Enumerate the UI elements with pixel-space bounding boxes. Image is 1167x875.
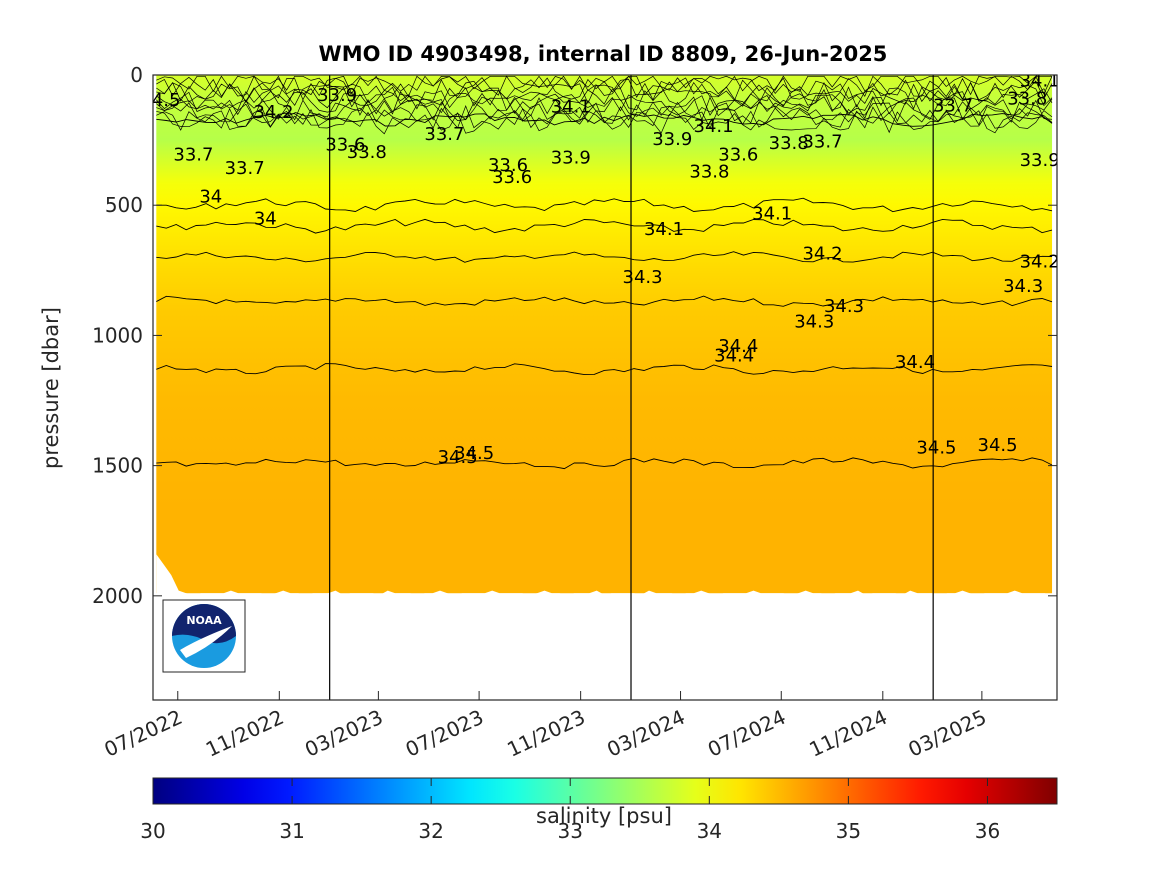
contour-label: 34.3 bbox=[623, 267, 663, 288]
contour-label: 34.1 bbox=[644, 219, 684, 240]
contour-label: 34.1 bbox=[1020, 71, 1060, 92]
contour-label: 34.5 bbox=[140, 90, 180, 111]
salinity-field bbox=[156, 75, 1053, 594]
x-tick-label: 03/2024 bbox=[603, 705, 688, 762]
contour-label: 34.3 bbox=[794, 311, 834, 332]
x-tick-label: 07/2023 bbox=[402, 705, 487, 762]
contour-label: 33.9 bbox=[551, 147, 591, 168]
contour-label: 34 bbox=[254, 209, 277, 230]
x-tick-label: 11/2022 bbox=[202, 705, 287, 762]
x-tick-label: 03/2023 bbox=[301, 705, 386, 762]
contour-label: 34.2 bbox=[1020, 252, 1060, 273]
contour-label: 33.6 bbox=[718, 145, 758, 166]
contour-line bbox=[156, 295, 1053, 307]
x-axis: 07/2022 11/2022 03/2023 07/2023 11/2023 03/20… bbox=[100, 691, 990, 762]
x-tick-label: 11/2024 bbox=[805, 705, 890, 762]
contour-label: 34.1 bbox=[551, 97, 591, 118]
colorbar-tick-label: 31 bbox=[279, 819, 304, 843]
colorbar-tick-label: 33 bbox=[558, 819, 583, 843]
contour-label: 33.6 bbox=[325, 134, 365, 155]
noaa-logo-text: NOAA bbox=[186, 614, 222, 627]
contour-label: 34.1 bbox=[752, 203, 792, 224]
year-boundary-lines bbox=[329, 75, 934, 700]
contour-label: 33.6 bbox=[488, 155, 528, 176]
contour-line bbox=[156, 86, 1053, 111]
colorbar-tick-label: 32 bbox=[418, 819, 443, 843]
profile-bottom-edge bbox=[156, 551, 1053, 700]
contour-label: 34.5 bbox=[438, 447, 478, 468]
contour-line bbox=[156, 81, 1053, 107]
contour-label: 33.9 bbox=[652, 129, 692, 150]
contour-label: 34.2 bbox=[802, 244, 842, 265]
contour-label: 33.8 bbox=[1007, 89, 1047, 110]
contour-label: 34.4 bbox=[714, 345, 754, 366]
contour-line bbox=[156, 112, 1053, 127]
contour-label: 33.7 bbox=[802, 132, 842, 153]
contour-line bbox=[156, 197, 1053, 213]
contour-labels: 34.534.233.933.733.733.633.833.7343433.6… bbox=[140, 71, 1060, 468]
colorbar-tick-label: 34 bbox=[697, 819, 722, 843]
contour-label: 33.6 bbox=[492, 167, 532, 188]
contour-line bbox=[156, 110, 1053, 135]
contour-label: 33.7 bbox=[173, 145, 213, 166]
contour-label: 33.8 bbox=[769, 133, 809, 154]
contour-line bbox=[156, 96, 1053, 121]
contour-label: 34 bbox=[199, 186, 222, 207]
x-tick-label: 11/2023 bbox=[503, 705, 588, 762]
contour-label: 33.9 bbox=[1020, 150, 1060, 171]
contour-line bbox=[156, 75, 1053, 98]
x-tick-label: 07/2024 bbox=[704, 705, 789, 762]
contour-line bbox=[156, 77, 1053, 102]
contour-line bbox=[156, 457, 1053, 470]
colorbar-tick-label: 36 bbox=[975, 819, 1000, 843]
contour-label: 33.7 bbox=[933, 95, 973, 116]
contour-label: 34.1 bbox=[694, 116, 734, 137]
contour-label: 34.3 bbox=[824, 296, 864, 317]
contour-lines bbox=[156, 75, 1053, 470]
colorbar-label: salinity [psu] bbox=[536, 804, 672, 828]
y-axis: 0 500 1000 1500 2000 bbox=[92, 63, 1057, 608]
contour-label: 34.4 bbox=[895, 352, 935, 373]
x-tick-label: 03/2025 bbox=[905, 705, 990, 762]
contour-line bbox=[156, 105, 1053, 130]
contour-label: 33.7 bbox=[424, 124, 464, 145]
y-tick-label: 1500 bbox=[92, 454, 143, 478]
contour-line bbox=[156, 251, 1053, 263]
colorbar-ticks: 30 31 32 33 34 35 36 bbox=[140, 778, 1000, 843]
contour-line bbox=[156, 91, 1053, 116]
noaa-logo: NOAA bbox=[162, 599, 246, 673]
contour-label: 34.5 bbox=[916, 438, 956, 459]
colorbar bbox=[152, 777, 1058, 805]
contour-label: 33.9 bbox=[317, 85, 357, 106]
y-tick-label: 0 bbox=[130, 63, 143, 87]
contour-line bbox=[156, 363, 1053, 376]
contour-label: 33.7 bbox=[225, 158, 265, 179]
colorbar-tick-label: 35 bbox=[836, 819, 861, 843]
plot-frame bbox=[152, 74, 1058, 701]
contour-label: 34.3 bbox=[1003, 276, 1043, 297]
x-tick-label: 07/2022 bbox=[100, 705, 185, 762]
contour-label: 34.4 bbox=[718, 336, 758, 357]
y-tick-label: 1000 bbox=[92, 323, 143, 347]
plot-area: 34.534.233.933.733.733.633.833.7343433.6… bbox=[140, 71, 1060, 700]
contour-label: 34.5 bbox=[978, 435, 1018, 456]
contour-label: 34.5 bbox=[454, 443, 494, 464]
contour-label: 33.8 bbox=[347, 142, 387, 163]
contour-label: 33.8 bbox=[689, 162, 729, 183]
colorbar-tick-label: 30 bbox=[140, 819, 165, 843]
chart-title: WMO ID 4903498, internal ID 8809, 26-Jun… bbox=[319, 42, 888, 66]
y-tick-label: 2000 bbox=[92, 584, 143, 608]
y-tick-label: 500 bbox=[105, 193, 143, 217]
contour-label: 34.2 bbox=[253, 102, 293, 123]
y-axis-label: pressure [dbar] bbox=[39, 307, 63, 469]
contour-line bbox=[156, 218, 1053, 234]
